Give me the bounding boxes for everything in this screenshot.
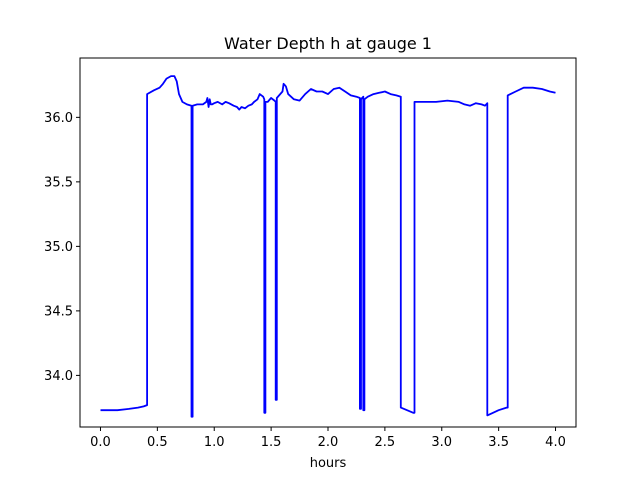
y-tick-label: 35.5: [44, 175, 73, 190]
x-tick-label: 0.0: [90, 435, 111, 450]
plot-background: [80, 58, 576, 427]
y-tick-label: 34.0: [44, 369, 73, 384]
chart-title: Water Depth h at gauge 1: [224, 34, 432, 53]
series-line: [100, 75, 556, 418]
x-tick-label: 3.0: [431, 435, 452, 450]
x-tick-label: 3.5: [488, 435, 509, 450]
x-tick-label: 2.5: [375, 435, 396, 450]
x-tick-label: 4.0: [545, 435, 566, 450]
y-tick-label: 35.0: [44, 240, 73, 255]
x-axis: 0.0 0.5 1.0 1.5 2.0 2.5 3.0 3.5 4.0: [90, 427, 566, 450]
x-tick-label: 1.5: [261, 435, 282, 450]
x-tick-label: 1.0: [204, 435, 225, 450]
x-axis-label: hours: [310, 456, 347, 471]
y-tick-label: 34.5: [44, 304, 73, 319]
y-tick-label: 36.0: [44, 111, 73, 126]
plot-area: [79, 57, 577, 428]
y-axis: 34.0 34.5 35.0 35.5 36.0: [44, 111, 80, 384]
x-tick-label: 2.0: [318, 435, 339, 450]
x-tick-label: 0.5: [147, 435, 168, 450]
